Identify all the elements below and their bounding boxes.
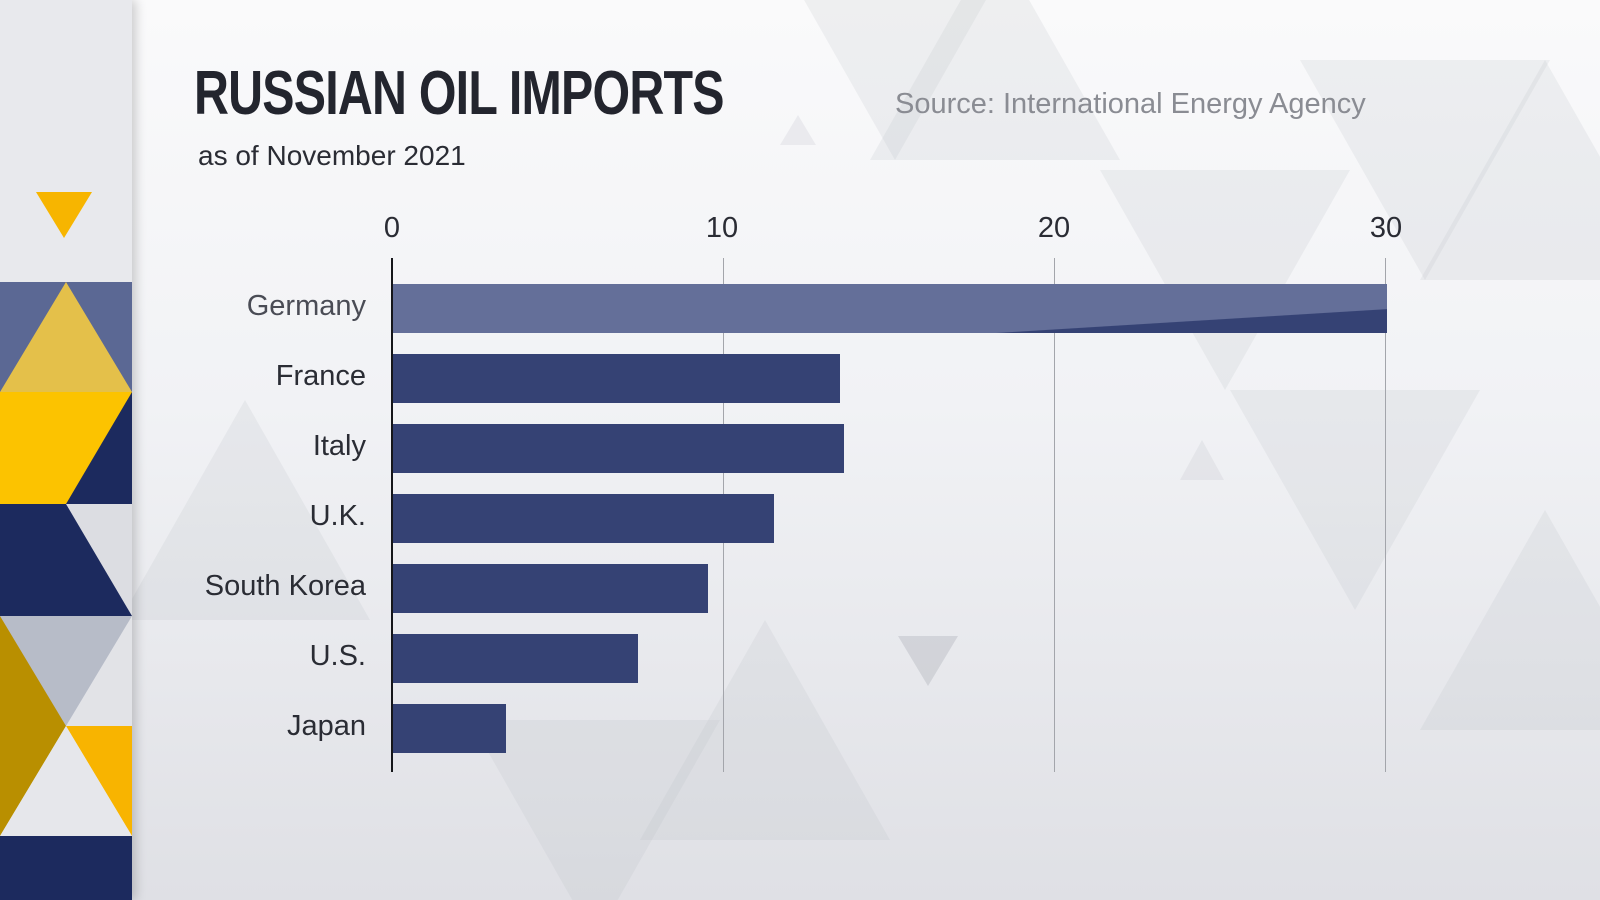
gridline xyxy=(1385,258,1386,772)
category-label: U.S. xyxy=(309,640,366,672)
background-triangle xyxy=(120,400,370,620)
x-tick-label: 30 xyxy=(1369,212,1403,244)
bar-uk xyxy=(393,494,775,543)
background-triangle xyxy=(870,0,1120,160)
category-label: France xyxy=(275,360,366,392)
background-triangle xyxy=(1420,510,1600,730)
x-tick-label: 10 xyxy=(705,212,739,244)
category-label: U.K. xyxy=(309,500,366,532)
background-triangle xyxy=(898,636,958,686)
bar-germany xyxy=(393,284,1387,333)
bar-south-korea xyxy=(393,564,708,613)
bar-italy xyxy=(393,424,844,473)
y-axis-line xyxy=(391,258,393,772)
background-triangle xyxy=(780,115,816,145)
x-tick-label: 0 xyxy=(383,212,401,244)
gridline xyxy=(1054,258,1055,772)
bar-us xyxy=(393,634,639,683)
background-triangle xyxy=(1300,60,1550,280)
background-triangle xyxy=(1180,440,1224,480)
background-triangle xyxy=(1230,390,1480,610)
category-label: Germany xyxy=(246,290,366,322)
category-label: Italy xyxy=(312,430,366,462)
background-triangle xyxy=(470,720,720,900)
decorative-side-strip xyxy=(0,0,132,900)
geometric-pattern-icon xyxy=(0,192,132,900)
background-triangle xyxy=(640,620,890,840)
background-triangle xyxy=(770,0,1020,160)
chart-title: RUSSIAN OIL IMPORTS xyxy=(194,59,725,128)
category-label: Japan xyxy=(286,710,366,742)
x-tick-label: 20 xyxy=(1037,212,1071,244)
bar-japan xyxy=(393,704,506,753)
background-triangle xyxy=(1420,60,1600,280)
source-note: Source: International Energy Agency xyxy=(895,88,1366,120)
background-triangle xyxy=(1100,170,1350,390)
category-label: South Korea xyxy=(204,570,366,602)
bar-france xyxy=(393,354,841,403)
chart-subtitle: as of November 2021 xyxy=(198,140,466,171)
